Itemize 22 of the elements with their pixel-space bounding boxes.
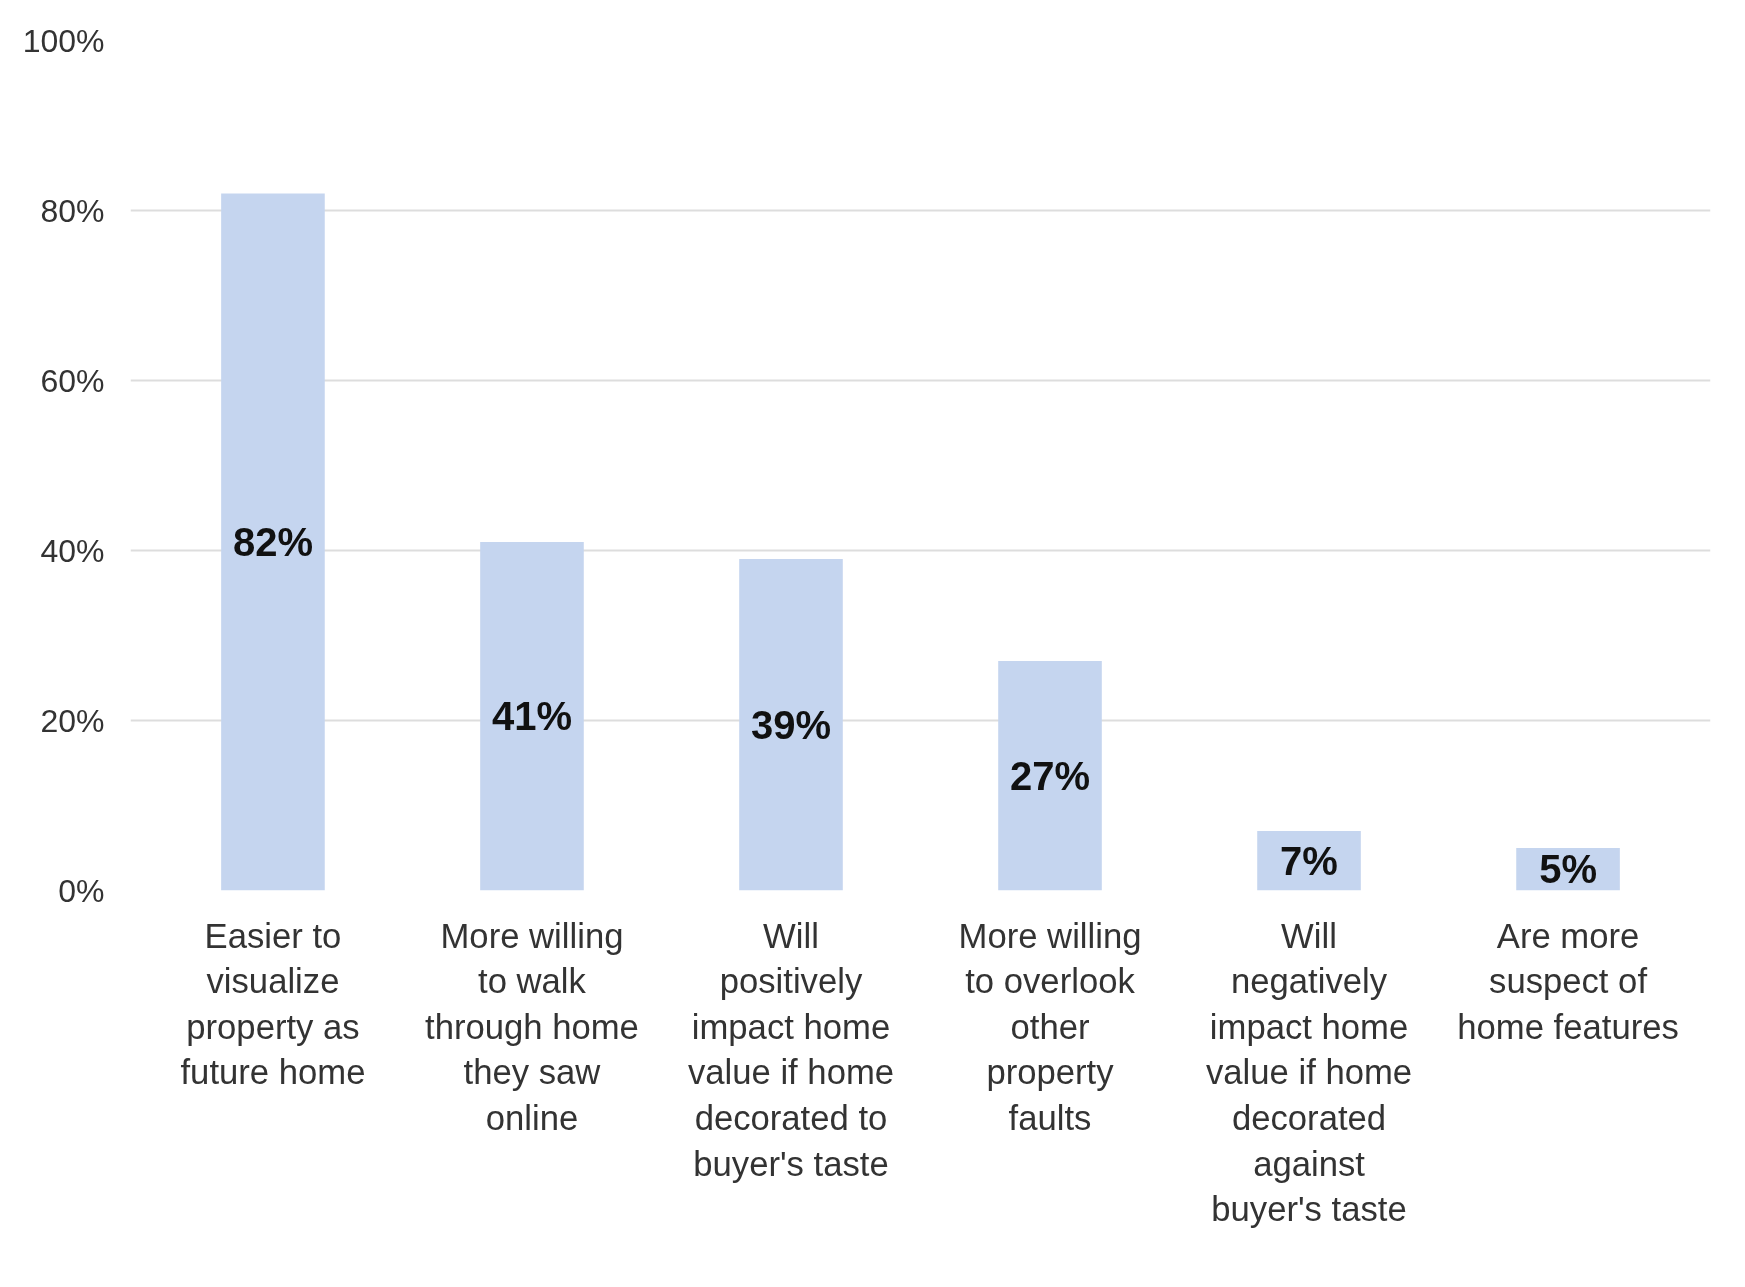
bar (221, 193, 325, 891)
data-label: 41% (491, 694, 573, 739)
bar (480, 542, 584, 891)
x-tick-label: Are more suspect of home features (1457, 916, 1679, 1046)
x-tick-label: More willing to overlook other property faults (958, 916, 1142, 1137)
x-tick-label: More willing to walk through home they saw online (425, 916, 639, 1137)
x-tick-label: Will negatively impact home value if home decorated against buyer's taste (1205, 916, 1413, 1229)
y-tick-label: 80% (40, 192, 105, 229)
bar (739, 559, 843, 891)
data-label: 5% (1539, 847, 1597, 892)
data-label: 27% (1009, 753, 1091, 798)
bar (998, 661, 1102, 891)
y-tick-label: 0% (58, 872, 105, 909)
y-tick-label: 40% (40, 532, 105, 569)
data-label: 82% (232, 520, 313, 564)
y-tick-label: 20% (40, 702, 105, 739)
data-label: 39% (750, 702, 832, 747)
data-label: 7% (1280, 838, 1338, 883)
y-tick-label: 100% (22, 22, 105, 59)
y-tick-label: 60% (40, 362, 105, 399)
x-tick-label: Will positively impact home value if home decorated to buyer's taste (687, 916, 895, 1183)
x-tick-label: Easier to visualize property as future home (180, 916, 366, 1092)
